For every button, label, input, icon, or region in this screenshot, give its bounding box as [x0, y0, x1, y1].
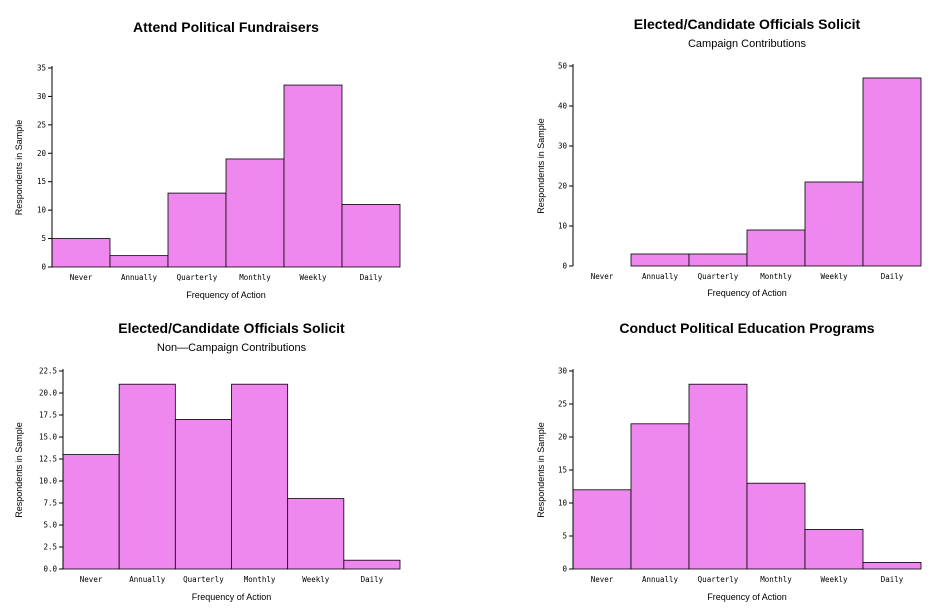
bar-quarterly	[174, 418, 232, 570]
x-tick-label: Weekly	[820, 575, 848, 584]
y-tick-label: 0	[41, 263, 46, 272]
x-tick-label: Daily	[881, 272, 904, 281]
x-tick-label: Weekly	[302, 575, 330, 584]
bar-quarterly	[688, 383, 748, 570]
x-axis-label: Frequency of Action	[192, 592, 272, 602]
y-tick-label: 15.0	[39, 433, 58, 442]
chart-panel-4: Conduct Political Education Programs 0 5 10…	[536, 320, 922, 602]
y-tick-label: 5	[562, 532, 567, 541]
bar-weekly	[287, 498, 345, 570]
y-tick-label: 30	[558, 142, 568, 151]
x-tick-label: Monthly	[760, 575, 792, 584]
y-tick-label: 20	[558, 182, 568, 191]
y-tick-label: 17.5	[39, 411, 57, 420]
x-tick-label: Never	[70, 273, 93, 282]
bar-daily	[862, 77, 922, 267]
y-tick-label: 22.5	[39, 367, 57, 376]
x-tick-label: Monthly	[760, 272, 792, 281]
x-tick-label: Never	[80, 575, 103, 584]
y-tick-label: 0	[562, 262, 567, 271]
x-tick-label: Quarterly	[698, 575, 739, 584]
bar-monthly	[231, 383, 289, 570]
chart-title: Attend Political Fundraisers	[133, 19, 319, 35]
y-tick-label: 25	[37, 120, 46, 129]
y-tick-label: 50	[558, 62, 568, 71]
bar-quarterly	[688, 253, 748, 267]
y-axis-label: Respondents in Sample	[536, 118, 546, 214]
x-tick-label: Quarterly	[698, 272, 739, 281]
x-tick-label: Annually	[642, 272, 679, 281]
y-tick-label: 15	[558, 466, 567, 475]
y-tick-label: 25	[558, 400, 567, 409]
bar-monthly	[746, 229, 806, 267]
y-tick-label: 20.0	[39, 389, 58, 398]
bar-daily	[343, 559, 401, 570]
y-tick-label: 10	[558, 222, 568, 231]
chart-panel-3: Elected/Candidate Officials Solicit Non—C…	[14, 320, 401, 602]
bar-weekly	[804, 529, 864, 570]
bar-never	[51, 238, 111, 268]
y-tick-label: 30	[558, 367, 568, 376]
x-tick-label: Daily	[881, 575, 904, 584]
bar-never	[62, 454, 120, 570]
x-axis-label: Frequency of Action	[707, 288, 787, 298]
bar-weekly	[283, 84, 343, 268]
chart-title: Elected/Candidate Officials Solicit	[634, 16, 861, 32]
y-tick-label: 20	[558, 433, 568, 442]
bar-monthly	[746, 482, 806, 570]
x-tick-label: Annually	[129, 575, 166, 584]
bar-never	[572, 489, 632, 570]
bar-weekly	[804, 181, 864, 267]
y-tick-label: 35	[37, 64, 46, 73]
x-tick-label: Quarterly	[183, 575, 224, 584]
bar-annually	[109, 255, 169, 268]
x-tick-label: Weekly	[820, 272, 848, 281]
bar-annually	[630, 423, 690, 570]
y-tick-label: 10	[558, 499, 568, 508]
x-tick-label: Weekly	[299, 273, 327, 282]
chart-panel-2: Elected/Candidate Officials Solicit Campa…	[536, 16, 922, 298]
y-axis-label: Respondents in Sample	[14, 422, 24, 518]
y-axis-label: Respondents in Sample	[536, 422, 546, 518]
bar-daily	[862, 562, 922, 570]
y-tick-label: 5	[41, 234, 46, 243]
y-tick-label: 7.5	[43, 499, 57, 508]
y-tick-label: 0.0	[43, 565, 57, 574]
bar-annually	[630, 253, 690, 267]
y-tick-label: 20	[37, 149, 47, 158]
y-tick-label: 0	[562, 565, 567, 574]
bar-daily	[341, 204, 401, 268]
x-tick-label: Daily	[360, 273, 383, 282]
x-tick-label: Never	[591, 272, 614, 281]
x-tick-label: Monthly	[244, 575, 276, 584]
chart-title: Conduct Political Education Programs	[619, 320, 874, 336]
chart-subtitle: Campaign Contributions	[688, 38, 807, 50]
x-tick-label: Annually	[642, 575, 679, 584]
x-axis-label: Frequency of Action	[186, 290, 266, 300]
x-tick-label: Annually	[121, 273, 158, 282]
y-tick-label: 15	[37, 177, 46, 186]
y-tick-label: 40	[558, 102, 568, 111]
bar-annually	[118, 383, 176, 570]
x-tick-label: Monthly	[239, 273, 271, 282]
y-tick-label: 5.0	[43, 521, 57, 530]
y-tick-label: 10.0	[39, 477, 58, 486]
chart-panel-1: Attend Political Fundraisers 0 5 10 15 20 25 30…	[14, 19, 401, 300]
x-tick-label: Never	[591, 575, 614, 584]
bar-quarterly	[167, 192, 227, 268]
chart-title: Elected/Candidate Officials Solicit	[118, 320, 345, 336]
x-tick-label: Daily	[361, 575, 384, 584]
y-axis-label: Respondents in Sample	[14, 120, 24, 216]
y-tick-label: 12.5	[39, 455, 57, 464]
y-tick-label: 30	[37, 92, 47, 101]
y-tick-label: 2.5	[43, 543, 57, 552]
x-tick-label: Quarterly	[177, 273, 218, 282]
y-tick-label: 10	[37, 206, 47, 215]
bar-monthly	[225, 158, 285, 268]
chart-subtitle: Non—Campaign Contributions	[157, 342, 307, 354]
x-axis-label: Frequency of Action	[707, 592, 787, 602]
